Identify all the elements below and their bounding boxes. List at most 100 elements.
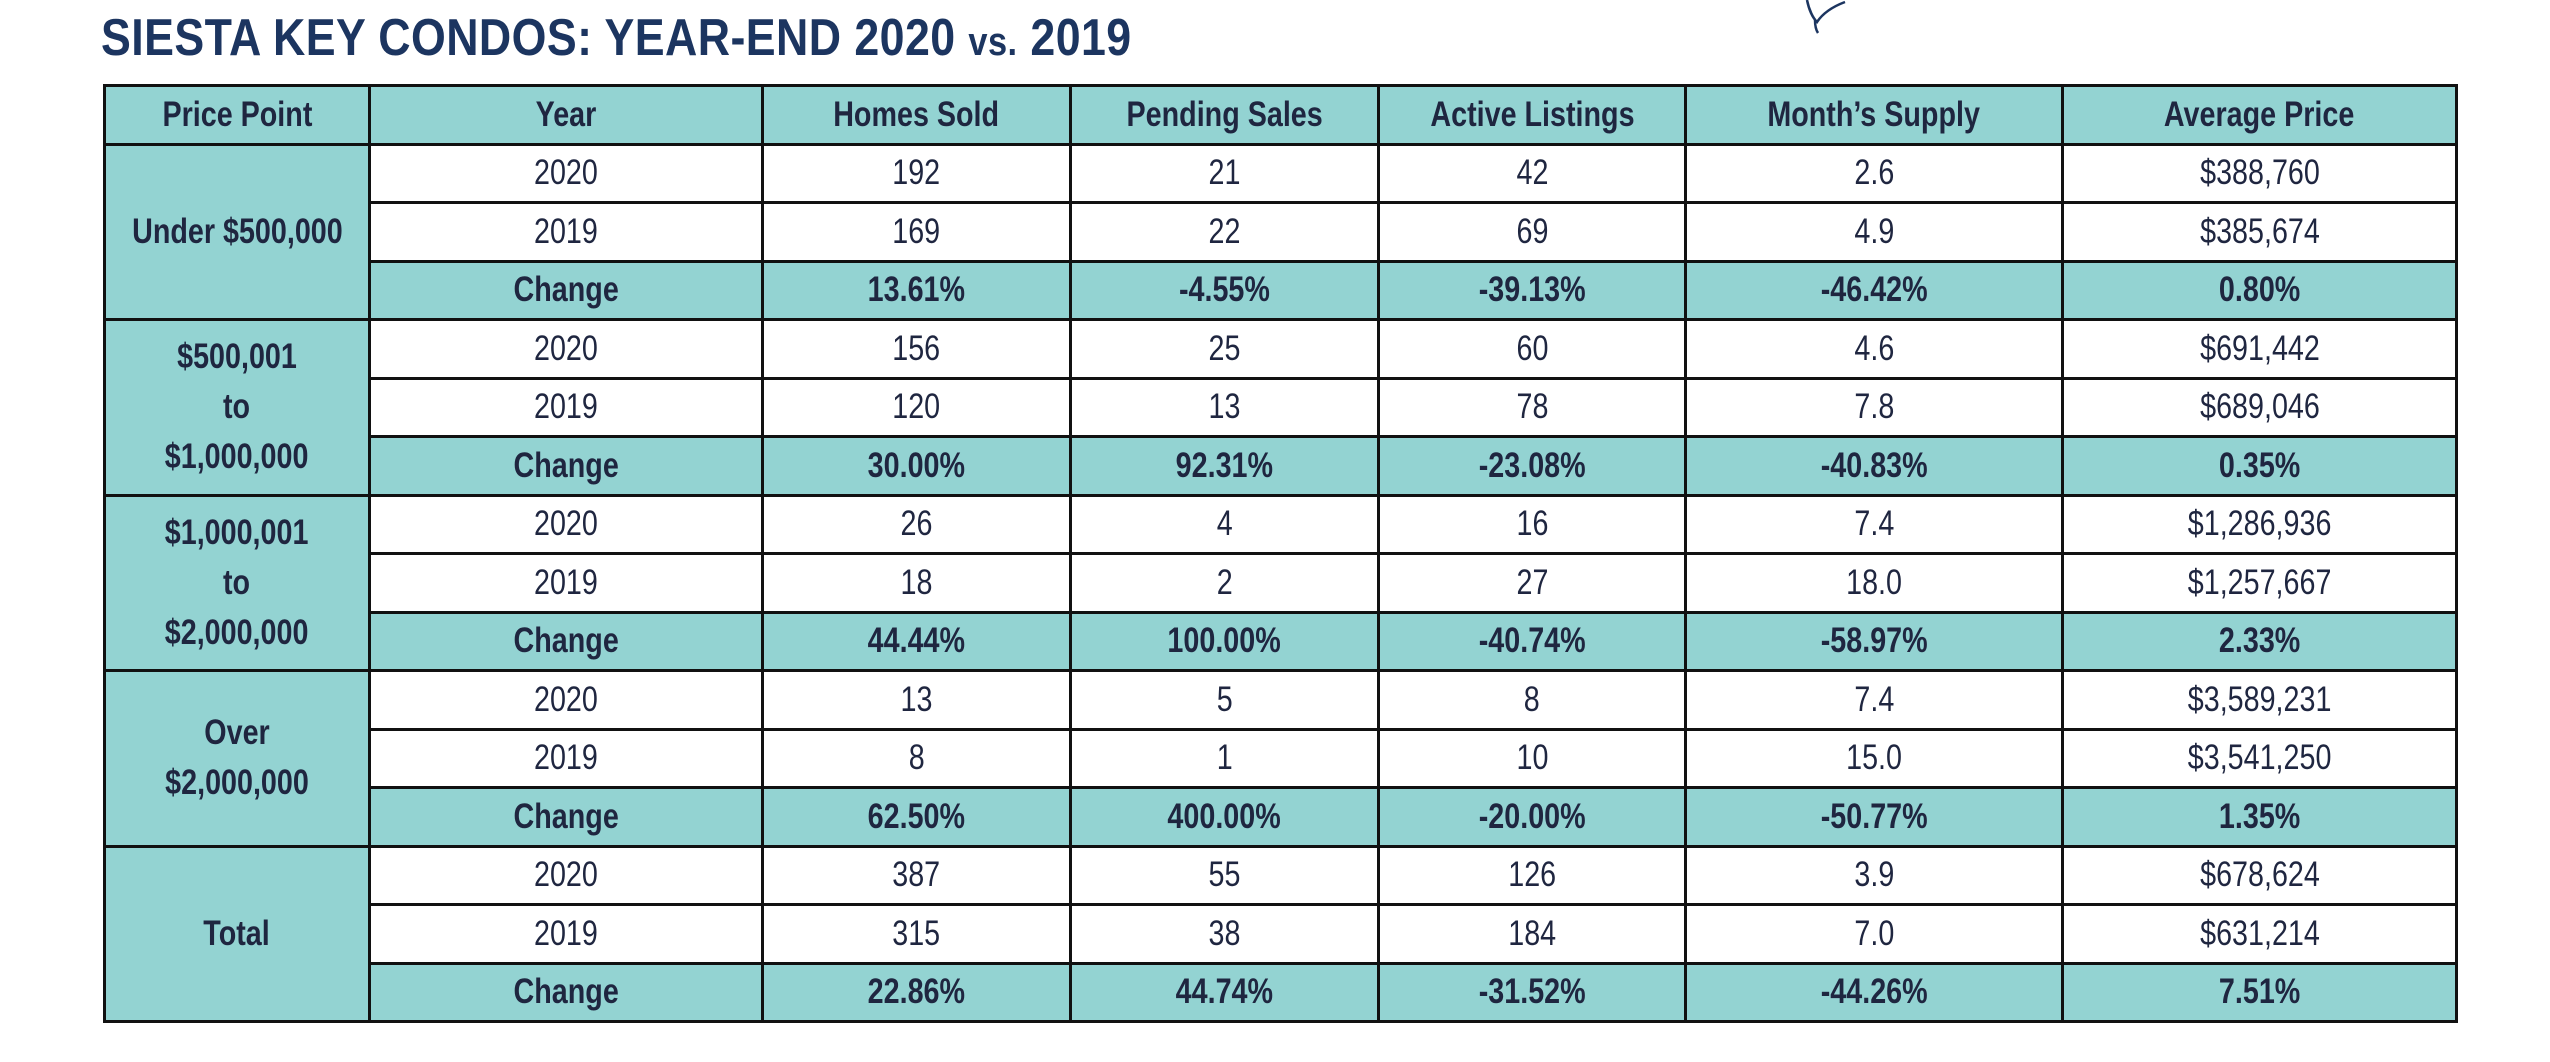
change-row: Change 13.61% -4.55% -39.13% -46.42% 0.80%: [105, 259, 2458, 321]
table-cell: 7.0: [1684, 903, 2064, 965]
table-cell: $1,257,667: [2061, 552, 2458, 614]
table-row: $500,001 to $1,000,000 2020 156 25 60 4.6 $691,4…: [103, 318, 2458, 497]
table-cell: $3,541,250: [2061, 727, 2458, 789]
table-cell: 78: [1377, 376, 1687, 438]
table-cell: -40.83%: [1684, 435, 2064, 497]
price-point-label: $2,000,000: [165, 612, 309, 652]
table-cell: -39.13%: [1377, 259, 1687, 321]
price-point-cell: Over $2,000,000: [103, 669, 371, 848]
table-cell: 120: [761, 376, 1072, 438]
change-label-cell: Change: [368, 961, 764, 1023]
table-cell: $689,046: [2061, 376, 2458, 438]
table-cell: -23.08%: [1377, 435, 1687, 497]
table-cell: 60: [1377, 318, 1687, 380]
market-table: Price Point Year Homes Sold Pending Sale…: [103, 84, 2458, 1023]
table-cell: 15.0: [1684, 727, 2064, 789]
table-cell: $631,214: [2061, 903, 2458, 965]
change-row: Change 44.44% 100.00% -40.74% -58.97% 2.33%: [105, 610, 2458, 672]
table-cell: 13: [1069, 376, 1380, 438]
table-cell: 4.9: [1684, 201, 2064, 263]
table-cell: 22.86%: [761, 961, 1072, 1023]
price-point-label: to: [223, 387, 251, 427]
table-body: Under $500,000 2020 192 21 42 2.6 $388,760 2019…: [103, 142, 2458, 1023]
year-cell: 2020: [368, 669, 764, 731]
price-point-label: to: [223, 562, 251, 602]
table-cell: -20.00%: [1377, 786, 1687, 848]
table-cell: 7.4: [1684, 493, 2064, 555]
table-cell: 169: [761, 201, 1072, 263]
table-row: Over $2,000,000 2020 13 5 8 7.4 $3,589,231: [103, 669, 2458, 848]
table-cell: 387: [761, 844, 1072, 906]
year-cell: 2020: [368, 142, 764, 204]
year-cell: 2019: [368, 903, 764, 965]
table-cell: 2.33%: [2061, 610, 2458, 672]
year-cell: 2020: [368, 493, 764, 555]
table-cell: 1.35%: [2061, 786, 2458, 848]
table-cell: 44.44%: [761, 610, 1072, 672]
table-cell: 18: [761, 552, 1072, 614]
table-cell: 69: [1377, 201, 1687, 263]
table-cell: $1,286,936: [2061, 493, 2458, 555]
table-cell: 44.74%: [1069, 961, 1380, 1023]
change-label-cell: Change: [368, 259, 764, 321]
table-cell: 0.35%: [2061, 435, 2458, 497]
column-header: Active Listings: [1377, 84, 1687, 146]
price-point-label: Total: [203, 913, 271, 953]
table-cell: 315: [761, 903, 1072, 965]
table-cell: -58.97%: [1684, 610, 2064, 672]
table-cell: 21: [1069, 142, 1380, 204]
column-header: Month’s Supply: [1684, 84, 2064, 146]
year-cell: 2019: [368, 376, 764, 438]
column-header: Average Price: [2061, 84, 2458, 146]
table-cell: -44.26%: [1684, 961, 2064, 1023]
table-cell: -31.52%: [1377, 961, 1687, 1023]
table-cell: 2.6: [1684, 142, 2064, 204]
table-cell: 1: [1069, 727, 1380, 789]
title-main: SIESTA KEY CONDOS: YEAR-END 2020: [101, 9, 956, 67]
table-cell: $388,760: [2061, 142, 2458, 204]
column-header: Year: [368, 84, 764, 146]
table-cell: 8: [1377, 669, 1687, 731]
year-cell: 2019: [368, 727, 764, 789]
table-cell: 156: [761, 318, 1072, 380]
price-point-label: Over $2,000,000: [165, 713, 309, 803]
year-cell: 2019: [368, 552, 764, 614]
column-header: Homes Sold: [761, 84, 1072, 146]
price-point-label: $1,000,001: [165, 512, 309, 552]
change-label-cell: Change: [368, 786, 764, 848]
table-cell: 38: [1069, 903, 1380, 965]
header-row: Price Point Year Homes Sold Pending Sale…: [103, 84, 2458, 146]
table-row: $1,000,001 to $2,000,000 2020 26 4 16 7.4 $1,286…: [103, 493, 2458, 672]
table-cell: 3.9: [1684, 844, 2064, 906]
table-cell: 7.8: [1684, 376, 2064, 438]
table-cell: 55: [1069, 844, 1380, 906]
table-row: 2019 120 13 78 7.8 $689,046: [105, 376, 2458, 438]
table-cell: 2: [1069, 552, 1380, 614]
table-cell: 42: [1377, 142, 1687, 204]
price-point-cell: $500,001 to $1,000,000: [103, 318, 371, 497]
table-cell: 7.4: [1684, 669, 2064, 731]
table-cell: 7.51%: [2061, 961, 2458, 1023]
price-point-cell: Total: [103, 844, 371, 1023]
table-cell: 30.00%: [761, 435, 1072, 497]
table-cell: 100.00%: [1069, 610, 1380, 672]
table-row: Total 2020 387 55 126 3.9 $678,624: [103, 844, 2458, 1023]
year-cell: 2020: [368, 844, 764, 906]
table-cell: 4.6: [1684, 318, 2064, 380]
table-cell: -40.74%: [1377, 610, 1687, 672]
table-cell: $691,442: [2061, 318, 2458, 380]
table-cell: -46.42%: [1684, 259, 2064, 321]
bird-sketch-icon: [1805, 0, 1846, 34]
table-cell: 22: [1069, 201, 1380, 263]
table-cell: $3,589,231: [2061, 669, 2458, 731]
title-vs: vs.: [968, 20, 1018, 64]
table-cell: 4: [1069, 493, 1380, 555]
table-row: Under $500,000 2020 192 21 42 2.6 $388,760: [103, 142, 2458, 321]
price-point-label: Under $500,000: [131, 211, 343, 251]
table-cell: 192: [761, 142, 1072, 204]
price-point-label: $500,001: [177, 337, 297, 377]
page-title: SIESTA KEY CONDOS: YEAR-END 2020 vs. 201…: [101, 2, 1132, 78]
table-cell: 10: [1377, 727, 1687, 789]
table-row: 2019 8 1 10 15.0 $3,541,250: [105, 727, 2458, 789]
column-header: Pending Sales: [1069, 84, 1380, 146]
